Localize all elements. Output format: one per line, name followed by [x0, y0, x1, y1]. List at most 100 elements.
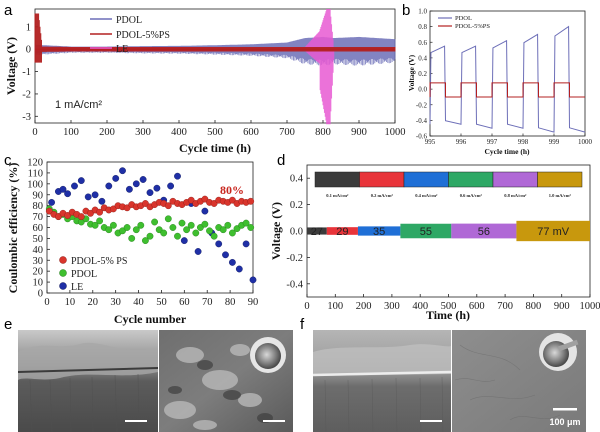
scale-bar-e2: [263, 420, 285, 422]
overpotential-label: 77 mV: [537, 226, 569, 238]
point-pdol: [164, 215, 172, 223]
point-le: [249, 276, 257, 284]
y-tick-label: 30: [33, 256, 44, 267]
point-pdol: [224, 221, 232, 229]
point-le: [59, 185, 67, 193]
legend-label-pdol-ps: PDOL-5%PS: [116, 30, 170, 41]
point-le: [139, 176, 147, 183]
current-segment-swatch: [359, 171, 405, 188]
y-tick-label: 0: [38, 289, 43, 300]
y-tick-label: 0.4: [418, 54, 427, 62]
x-tick-label: 700: [279, 127, 295, 138]
voltage-band: [326, 227, 358, 235]
current-segment-label: 0.1 mA/cm²: [326, 193, 349, 198]
x-tick-label: 996: [456, 138, 467, 146]
x-tick-label: 500: [441, 301, 457, 312]
point-le: [119, 167, 126, 175]
scale-bar-e1: [125, 420, 147, 422]
point-le: [48, 198, 55, 206]
legend-label-le: LE: [116, 44, 128, 55]
point-le: [125, 185, 133, 193]
point-pdol-ps: [55, 213, 62, 221]
point-pdol: [233, 225, 241, 233]
overpotential-label: 55: [420, 226, 432, 238]
y-tick-label: 80: [33, 201, 44, 212]
current-segment-swatch: [403, 171, 449, 188]
point-pdol: [210, 232, 218, 240]
y-tick-label: 0.0: [290, 227, 303, 238]
voltage-band: [357, 226, 401, 236]
voltage-band: [400, 223, 452, 239]
point-pdol-ps: [64, 212, 72, 219]
panel-a-ylabel: Voltage (V): [4, 37, 18, 95]
point-le: [167, 182, 175, 190]
point-pdol: [96, 217, 104, 225]
point-le: [105, 182, 113, 190]
point-pdol-ps: [87, 209, 94, 217]
point-pdol: [183, 226, 191, 234]
point-pdol: [105, 226, 113, 234]
x-tick-label: 90: [248, 297, 259, 308]
point-pdol: [242, 219, 250, 227]
x-tick-label: 1000: [580, 301, 600, 312]
point-pdol: [219, 226, 227, 234]
y-tick-label: 20: [33, 267, 44, 278]
panel-e: e: [4, 316, 293, 432]
x-tick-label: 900: [554, 301, 570, 312]
y-tick-label: -0.2: [286, 253, 303, 264]
x-tick-label: 100: [327, 301, 343, 312]
x-tick-label: 0: [44, 297, 49, 308]
point-pdol-ps: [187, 196, 195, 204]
point-le: [215, 240, 223, 248]
panel-d-ylabel: Voltage (V): [269, 202, 283, 260]
legend-c-marker-le: [59, 282, 67, 290]
legend-c-label-pdol: PDOL: [71, 269, 97, 280]
current-segment-label: 0.2 mA/cm²: [371, 193, 394, 198]
y-tick-label: -0.6: [416, 133, 428, 141]
x-tick-label: 997: [487, 138, 498, 146]
x-tick-label: 1000: [385, 127, 406, 138]
point-pdol-ps: [96, 208, 104, 216]
y-tick-label: 0: [26, 45, 31, 56]
y-tick-label: -3: [22, 112, 31, 123]
panel-c-xticks: 0 10 20 30 40 50 60 70 80 90: [44, 290, 258, 308]
point-pdol-ps: [123, 204, 131, 212]
panel-b-plot: [429, 25, 586, 133]
point-le: [194, 248, 202, 255]
sem-image-f-cross-section: [312, 330, 452, 432]
point-le: [180, 237, 188, 245]
point-pdol: [174, 232, 181, 240]
panel-c-annotation: 80%: [220, 183, 244, 197]
point-pdol: [160, 229, 168, 237]
current-segment-label: 0.4 mA/cm²: [415, 193, 438, 198]
y-tick-label: 120: [27, 158, 43, 169]
panel-b-legend: PDOL PDOL-5%PS: [438, 15, 490, 30]
y-tick-label: 0.0: [418, 86, 427, 94]
x-tick-label: 0: [32, 127, 37, 138]
series-b-pdol: [429, 25, 586, 133]
x-tick-label: 300: [384, 301, 400, 312]
point-le: [146, 189, 154, 197]
panel-d-yticks: 0.4 0.2 0.0 -0.2 -0.4: [286, 174, 310, 290]
panel-a-xticks: 0 100 200 300 400 500 600 700 800 900 1000: [32, 120, 406, 138]
point-le: [64, 190, 72, 198]
panel-a-legend: PDOL PDOL-5%PS LE: [90, 15, 170, 55]
point-pdol: [206, 227, 213, 235]
panel-d-plot: 27 29 35 55 56 77 mV: [307, 220, 590, 242]
y-tick-label: 110: [28, 168, 43, 179]
legend-c-marker-pdol: [59, 269, 67, 277]
y-tick-label: 40: [33, 245, 44, 256]
y-tick-label: -0.4: [416, 117, 428, 125]
point-pdol-ps: [164, 202, 172, 210]
panel-f: f 100 μm: [300, 316, 586, 432]
overpotential-label: 27: [311, 226, 323, 238]
overpotential-label: 29: [336, 226, 348, 238]
current-segment-swatch: [448, 171, 494, 188]
y-tick-label: 60: [33, 223, 44, 234]
y-tick-label: -0.4: [286, 279, 303, 290]
x-tick-label: 40: [133, 297, 144, 308]
y-tick-label: 1: [26, 22, 31, 33]
overpotential-label: 35: [373, 226, 385, 238]
point-pdol: [192, 229, 200, 237]
point-pdol: [128, 234, 136, 242]
